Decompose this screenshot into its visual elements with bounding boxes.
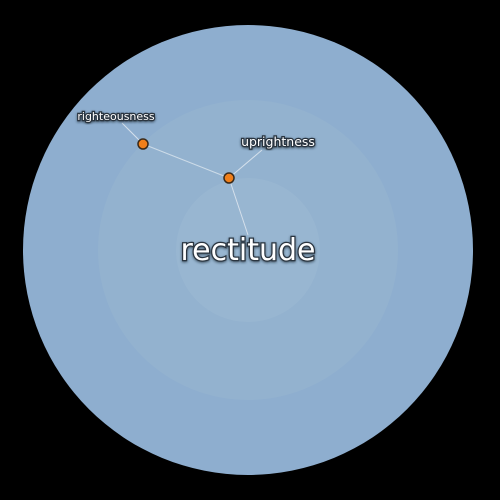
related-word-label[interactable]: uprightness <box>240 133 316 151</box>
inner-ring <box>176 178 320 322</box>
center-word: rectitude <box>181 233 316 268</box>
related-word-label[interactable]: righteousness <box>76 109 156 125</box>
node-righteousness[interactable] <box>137 138 149 150</box>
connector-uprightness-label <box>228 149 263 179</box>
node-uprightness[interactable] <box>223 172 235 184</box>
connector-uprightness-center <box>228 177 249 236</box>
connector-righteousness-uprightness <box>142 143 230 179</box>
